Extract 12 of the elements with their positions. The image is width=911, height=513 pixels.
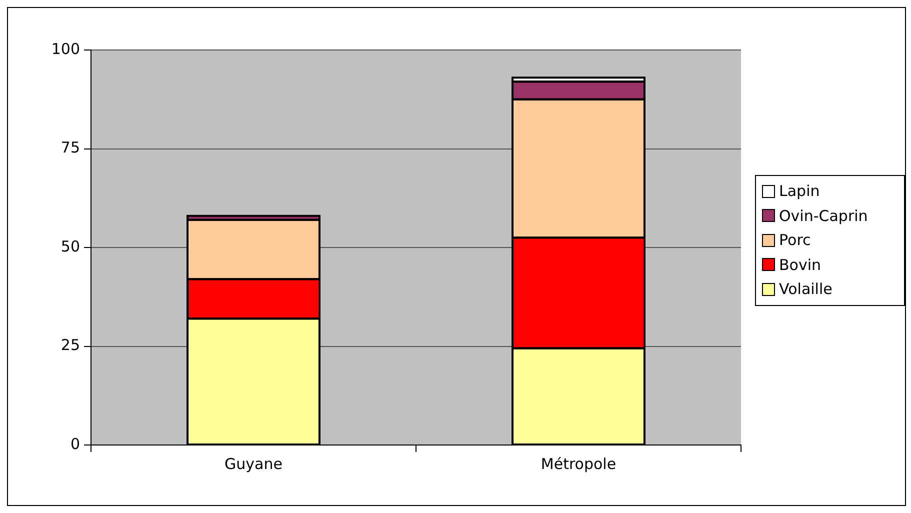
y-tick-label: 100	[51, 40, 80, 58]
legend-label: Volaille	[779, 280, 832, 298]
y-tick-label: 75	[60, 138, 80, 157]
y-tick-label: 50	[60, 237, 80, 256]
legend-label: Bovin	[779, 256, 822, 274]
y-tick-label: 0	[70, 434, 80, 453]
x-tick-label: Guyane	[224, 454, 282, 473]
x-tick-label: Métropole	[540, 454, 616, 473]
legend-label: Porc	[779, 231, 811, 250]
y-tick-label: 25	[60, 336, 80, 354]
legend-label: Ovin-Caprin	[779, 206, 868, 225]
legend-label: Lapin	[779, 182, 820, 200]
